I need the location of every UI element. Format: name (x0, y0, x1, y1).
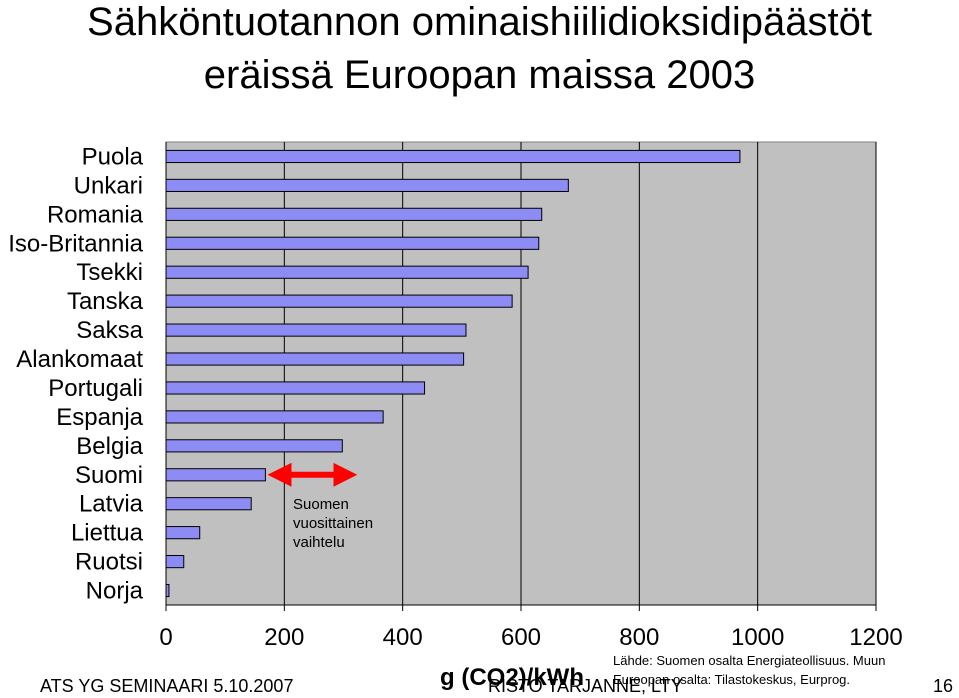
footer-author: RISTO TARJANNE, LTY (488, 676, 683, 696)
category-label-liettua: Liettua (71, 520, 144, 547)
x-axis (165, 142, 877, 611)
source-line-2: Euroopan osalta: Tilastokeskus, Eurprog. (613, 672, 851, 687)
category-label-alankomaat: Alankomaat (16, 346, 143, 373)
bar-iso-britannia (165, 236, 540, 250)
category-label-latvia: Latvia (79, 491, 144, 518)
footer-seminar: ATS YG SEMINAARI 5.10.2007 (40, 676, 294, 696)
bar-espanja (165, 410, 384, 424)
bar-tanska (165, 294, 513, 308)
page-number: 16 (933, 676, 954, 696)
bars (165, 149, 741, 598)
category-labels: PuolaUnkariRomaniaIso-BritanniaTsekkiTan… (8, 143, 143, 604)
tick-label-6: 1200 (849, 624, 902, 651)
category-label-saksa: Saksa (76, 317, 143, 344)
bar-belgia (165, 439, 343, 453)
bar-suomi (165, 468, 266, 482)
category-label-suomi: Suomi (75, 462, 143, 489)
source-line-1: Lähde: Suomen osalta Energiateollisuus. … (613, 653, 886, 668)
category-label-puola: Puola (82, 143, 144, 170)
title-line-1: Sähköntuotannon ominaishiilidioksidipääs… (87, 0, 872, 44)
category-label-belgia: Belgia (76, 433, 143, 460)
bar-saksa (165, 323, 467, 337)
category-label-unkari: Unkari (74, 172, 143, 199)
category-label-iso-britannia: Iso-Britannia (8, 230, 143, 257)
category-label-tsekki: Tsekki (76, 259, 143, 286)
tick-label-5: 1000 (731, 624, 784, 651)
bar-tsekki (165, 265, 529, 279)
category-label-tanska: Tanska (67, 288, 144, 315)
annotation-text: Suomen vuosittainen vaihtelu (293, 495, 373, 552)
annotation-line-2: vuosittainen (293, 515, 374, 532)
bar-alankomaat (165, 352, 465, 366)
x-axis-label: g (CO2)/kWh (440, 664, 584, 691)
bar-portugali (165, 381, 426, 395)
category-label-ruotsi: Ruotsi (75, 549, 143, 576)
category-label-espanja: Espanja (56, 404, 143, 431)
tick-label-1: 200 (264, 624, 304, 651)
bar-latvia (165, 497, 252, 511)
tick-label-3: 600 (501, 624, 541, 651)
bar-puola (165, 149, 741, 164)
title-line-2: eräissä Euroopan maissa 2003 (203, 53, 756, 97)
tick-label-2: 400 (383, 624, 423, 651)
tick-label-4: 800 (619, 624, 659, 651)
bar-romania (165, 207, 543, 221)
annotation-line-1: Suomen (293, 496, 349, 513)
bar-unkari (165, 178, 569, 192)
category-label-norja: Norja (86, 578, 144, 605)
category-label-romania: Romania (47, 201, 144, 228)
x-tick-labels: 0 200 400 600 800 1000 1200 (159, 624, 902, 651)
annotation-line-3: vaihtelu (293, 534, 345, 551)
tick-label-0: 0 (159, 624, 172, 651)
bar-ruotsi (165, 555, 185, 569)
category-label-portugali: Portugali (48, 375, 143, 402)
bar-liettua (165, 526, 201, 540)
